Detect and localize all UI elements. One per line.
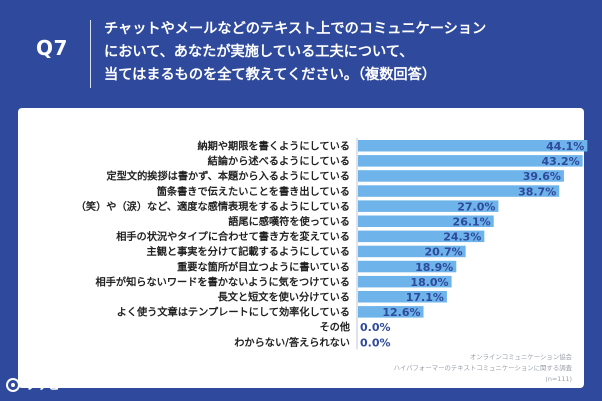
category-label: 箇条書きで伝えたいことを書き出している [157,185,350,198]
bar [358,185,560,197]
bar [358,200,499,212]
value-label: 38.7% [518,185,556,198]
value-label: 24.3% [443,231,481,244]
category-label: 主観と事実を分けて記載するようにしている [147,245,350,258]
bar [358,275,452,288]
logo-mark-icon [6,377,20,392]
value-label: 17.1% [406,291,444,304]
source-note-line: オンラインコミュニケーション協会 [469,353,572,361]
question-title-line: において、あなたが実施している工夫について、 [104,44,414,60]
category-label: （笑）や（涙）など、適度な感情表現をするようにしている [76,200,350,213]
source-note: オンラインコミュニケーション協会 ハイパフォーマーのテキストコミュニケーションに… [352,352,572,385]
bar [358,245,466,258]
category-label: 相手の状況やタイプに合わせて書き方を変えている [116,230,350,243]
category-label: わからない/答えられない [234,336,350,349]
category-label: 定型文的挨拶は書かず、本題から入るようにしている [106,170,350,183]
header: Q7 チャットやメールなどのテキスト上でのコミュニケーション において、あなたが… [0,0,602,106]
category-label: その他 [319,321,350,334]
bar [358,230,485,243]
value-label: 12.6% [382,306,420,319]
bar [358,140,588,152]
value-label: 18.9% [415,261,453,274]
category-label: 相手が知らないワードを書かないように気をつけている [96,275,350,288]
bar [358,215,494,227]
value-label: 20.7% [424,246,462,259]
bar [358,291,447,303]
chart-card [18,108,584,388]
value-label: 0.0% [360,321,391,334]
logo-text: リサピー [24,378,73,392]
value-label: 26.1% [453,216,491,229]
category-label: 長文と短文を使い分けている [218,291,350,304]
value-label: 39.6% [523,170,561,183]
bar [358,260,457,273]
value-label: 18.0% [410,276,448,289]
value-label: 43.2% [541,155,579,168]
header-divider [90,20,91,88]
category-label: 重要な箇所が目立つように書いている [177,260,350,273]
source-note-line: ハイパフォーマーのテキストコミュニケーションに関する調査 [393,364,572,372]
bar [358,170,564,182]
question-title-line: 当てはまるものを全て教えてください。（複数回答） [104,67,436,83]
sample-size: (n=111) [545,375,572,383]
category-label: 語尾に感嘆符を使っている [228,215,350,228]
category-label: 結論から述べるようにしている [208,155,350,168]
question-number: Q7 [36,36,68,60]
value-label: 0.0% [360,336,391,349]
question-title: チャットやメールなどのテキスト上でのコミュニケーション において、あなたが実施し… [104,18,584,87]
bar [358,306,424,318]
logo: リサピー [6,376,72,393]
category-label: よく使う文章はテンプレートにして効率化している [117,306,350,319]
question-title-line: チャットやメールなどのテキスト上でのコミュニケーション [104,21,487,37]
bar [358,155,583,167]
category-label: 納期や期限を書くようにしている [197,140,350,153]
value-label: 27.0% [457,200,495,213]
value-label: 44.1% [546,140,584,153]
